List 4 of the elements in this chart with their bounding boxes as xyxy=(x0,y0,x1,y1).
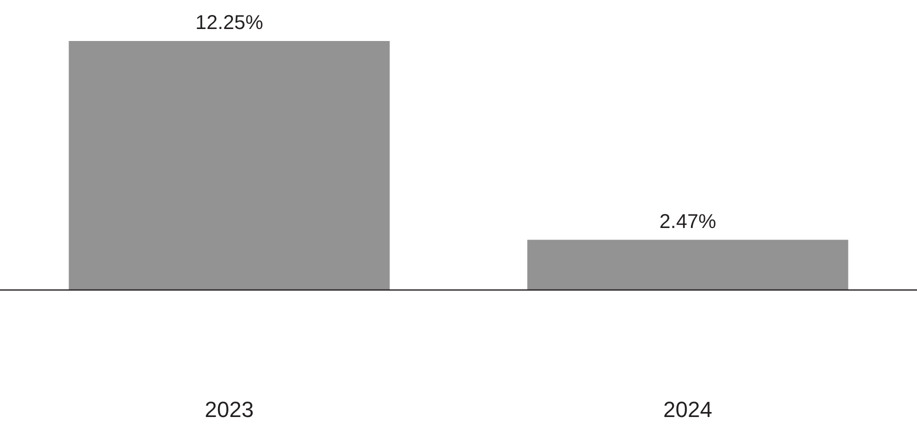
x-tick-label: 2024 xyxy=(663,397,712,422)
data-label: 2.47% xyxy=(659,210,716,233)
x-tick-label: 2023 xyxy=(204,397,254,422)
data-label: 12.25% xyxy=(195,12,264,34)
